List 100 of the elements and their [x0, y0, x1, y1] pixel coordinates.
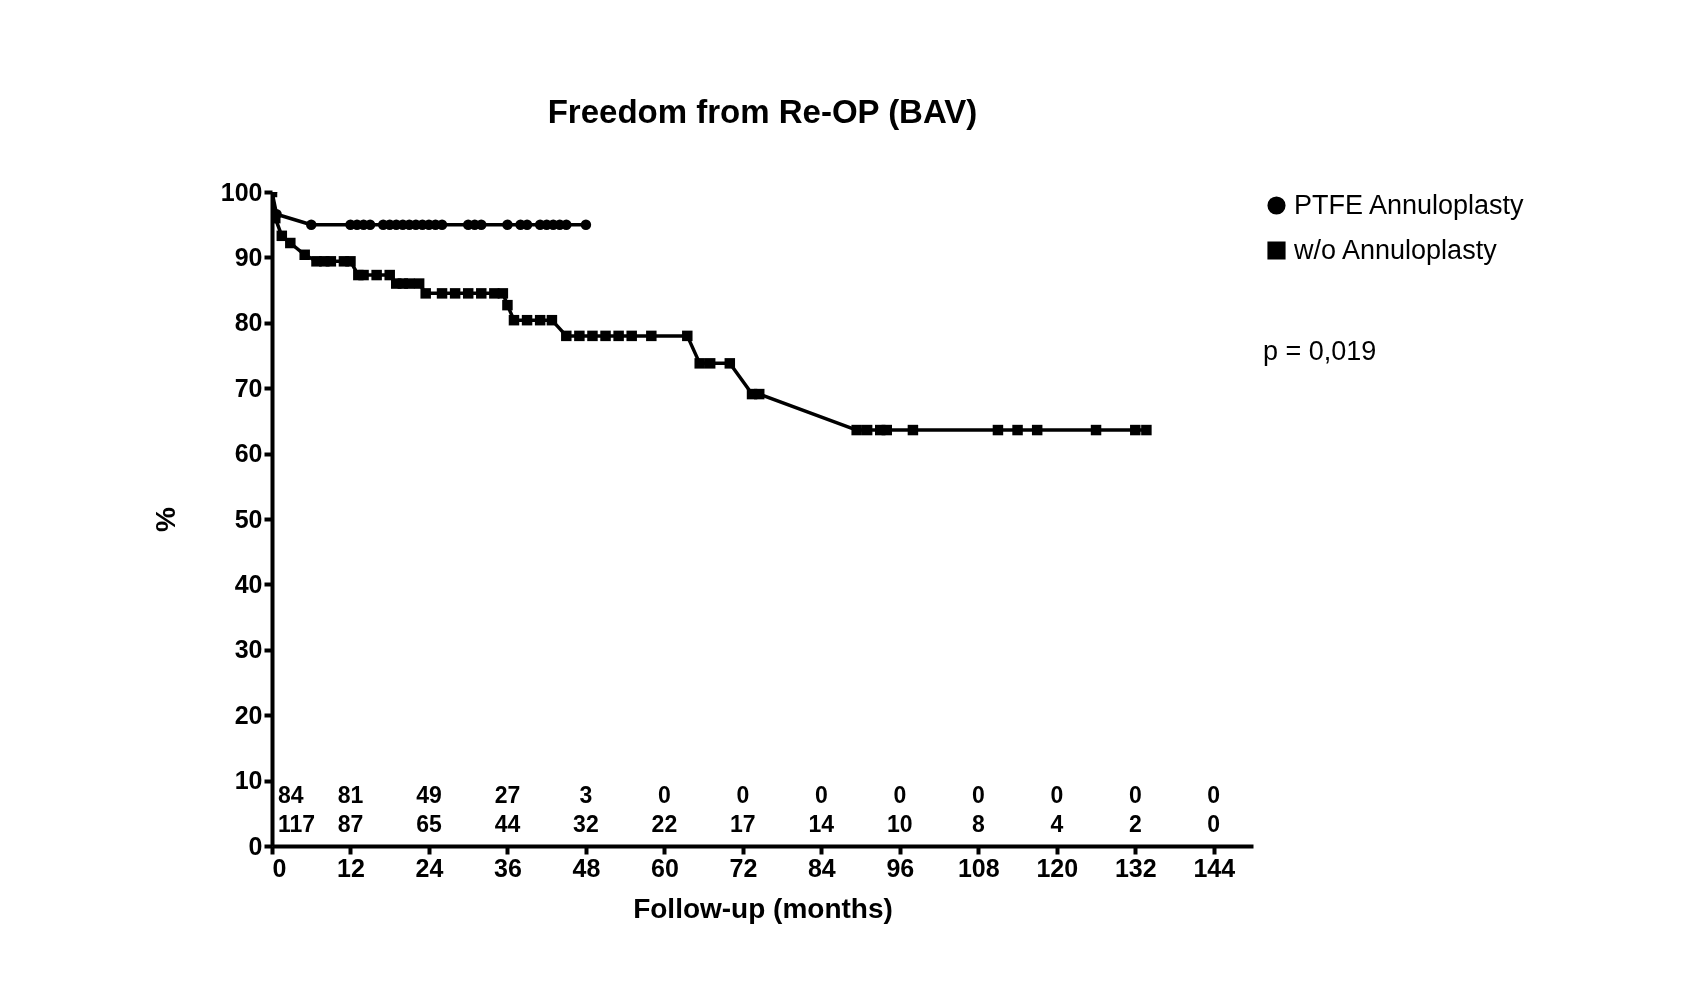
annotation: 0 [736, 782, 750, 808]
y-tick-label: 90 [234, 242, 263, 271]
y-tick-label: 50 [234, 504, 263, 533]
y-tick-label: 30 [234, 635, 263, 664]
point [299, 249, 310, 261]
annotation: 4 [1050, 811, 1064, 837]
point [600, 330, 611, 342]
point [561, 219, 572, 230]
annotation: 0 [1207, 782, 1221, 808]
text: p = 0,019 [1263, 336, 1377, 366]
point [587, 330, 598, 342]
annotation: 81 [337, 782, 364, 808]
point [704, 358, 716, 369]
annotation: 65 [416, 811, 442, 837]
annotation: 8 [971, 811, 985, 837]
point [306, 219, 317, 230]
point [992, 424, 1004, 436]
annotation: 0 [893, 782, 907, 808]
x-tick-label: 60 [650, 853, 679, 882]
point [861, 424, 873, 436]
annotation: 3 [579, 782, 593, 808]
x-tick-label: 84 [807, 853, 836, 882]
annotation: 87 [337, 811, 364, 837]
y-tick-label: 20 [234, 700, 263, 729]
x-tick-label: 96 [886, 853, 915, 882]
point [574, 330, 585, 342]
y-tick-label: 10 [234, 766, 263, 795]
point [476, 288, 487, 299]
point [561, 330, 572, 342]
point [420, 288, 431, 299]
annotation: 0 [658, 782, 671, 808]
point [646, 330, 657, 342]
point [502, 299, 513, 311]
point [502, 219, 513, 230]
point [534, 314, 546, 326]
legend-label: PTFE Annuloplasty [1294, 189, 1525, 220]
annotation: 17 [730, 811, 756, 837]
point [449, 288, 461, 299]
annotation: 2 [1128, 811, 1142, 837]
annotation: 0 [1207, 811, 1221, 837]
y-tick-label: 0 [248, 831, 263, 860]
point [724, 358, 736, 369]
y-tick-label: 80 [234, 308, 263, 337]
y-tick-label: 40 [234, 569, 263, 598]
point [497, 288, 509, 299]
point [404, 278, 415, 289]
point [436, 288, 448, 299]
annotation: 0 [814, 782, 828, 808]
x-tick-label: 72 [729, 853, 758, 882]
y-tick-label: 70 [234, 373, 263, 402]
y-tick-label: 60 [234, 439, 263, 468]
x-tick-label: 108 [957, 853, 1000, 882]
annotation: 117 [278, 811, 316, 837]
x-tick-label: 144 [1193, 853, 1236, 882]
annotation: 44 [494, 811, 521, 837]
legend-label: w/o Annuloplasty [1293, 234, 1498, 265]
point [1141, 424, 1152, 436]
point [580, 219, 592, 230]
x-tick-label: 120 [1036, 853, 1079, 882]
point [1031, 424, 1043, 436]
point [384, 269, 395, 281]
annotation: 84 [278, 782, 304, 808]
point [1012, 424, 1023, 436]
point [462, 288, 474, 299]
point [371, 269, 382, 281]
annotation: 27 [494, 782, 521, 808]
x-tick-label: 0 [272, 853, 287, 882]
point [325, 256, 337, 267]
point [476, 219, 487, 230]
x-tick-label: 24 [415, 853, 444, 882]
point [521, 314, 533, 326]
x-tick-label: 36 [494, 853, 522, 882]
point [613, 330, 624, 342]
point [285, 237, 296, 249]
point [626, 330, 637, 342]
x-tick-label: 132 [1114, 853, 1157, 882]
point [413, 278, 425, 289]
annotation: 0 [1128, 782, 1142, 808]
point [881, 424, 892, 436]
point [694, 358, 705, 369]
x-tick-label: 12 [337, 853, 365, 882]
x-axis-title: Follow-up (months) [633, 892, 893, 924]
annotation: 0 [1050, 782, 1064, 808]
point [682, 330, 693, 342]
y-tick-label: 100 [220, 177, 263, 206]
annotation: 14 [808, 811, 835, 837]
point [753, 388, 765, 400]
annotation: 0 [971, 782, 985, 808]
point [1090, 424, 1102, 436]
point [345, 256, 356, 267]
annotation: 49 [416, 782, 442, 808]
point [907, 424, 919, 436]
point [508, 314, 520, 326]
y-axis-title: % [149, 506, 181, 532]
annotation: 22 [651, 811, 678, 837]
point [546, 314, 558, 326]
point [1130, 424, 1141, 436]
annotation: 32 [573, 811, 599, 837]
chart-title: Freedom from Re-OP (BAV) [547, 93, 978, 130]
point [851, 424, 862, 436]
